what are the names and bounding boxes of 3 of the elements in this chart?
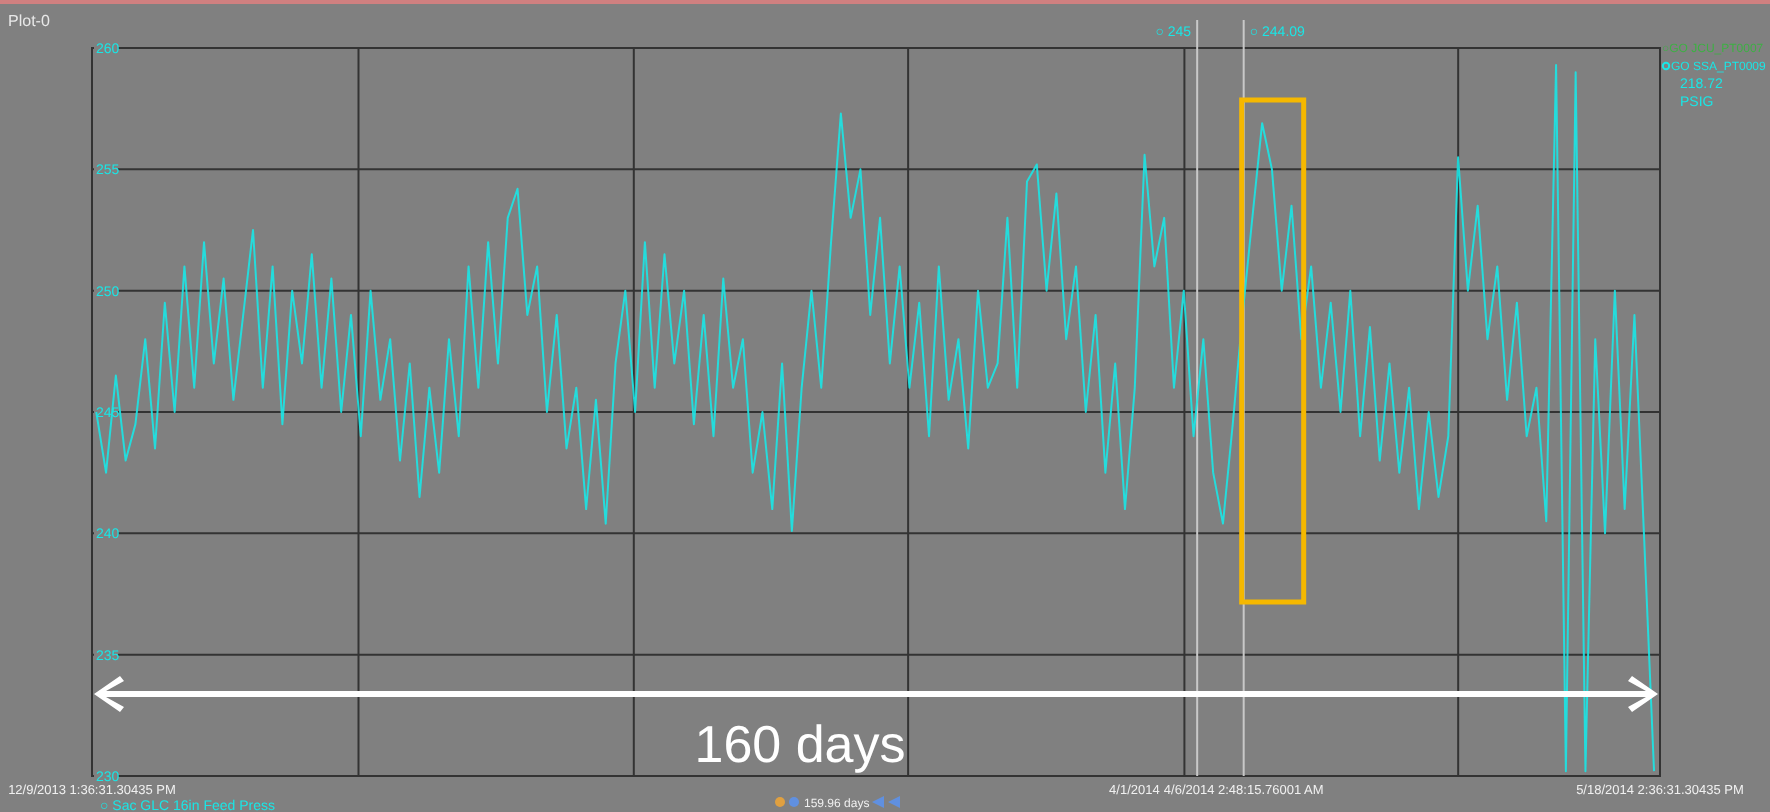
line-series xyxy=(95,63,1656,773)
annotation: 160 days xyxy=(694,714,906,774)
chart-title: Plot-0 xyxy=(8,12,51,30)
